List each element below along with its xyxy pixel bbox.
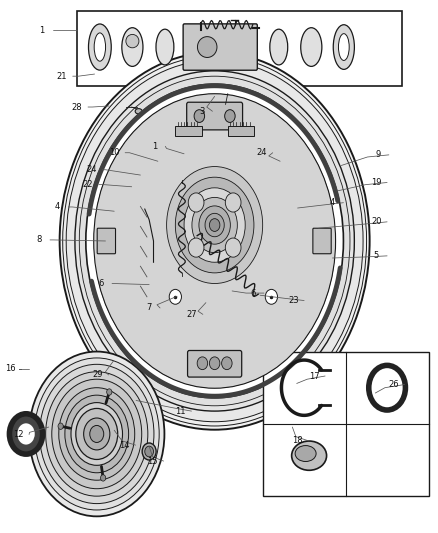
Text: 11: 11 — [175, 407, 186, 416]
Circle shape — [94, 94, 336, 388]
Circle shape — [369, 366, 406, 410]
Text: 3: 3 — [199, 107, 204, 116]
Ellipse shape — [126, 35, 139, 48]
Circle shape — [100, 475, 106, 481]
Circle shape — [29, 352, 164, 516]
Text: 20: 20 — [371, 217, 381, 227]
Ellipse shape — [88, 24, 111, 70]
Circle shape — [169, 289, 181, 304]
Circle shape — [145, 446, 153, 457]
Bar — [175, 126, 201, 136]
Circle shape — [58, 423, 63, 430]
Circle shape — [225, 193, 241, 212]
FancyBboxPatch shape — [187, 351, 242, 377]
Text: 29: 29 — [92, 370, 103, 379]
Circle shape — [188, 193, 204, 212]
Circle shape — [192, 197, 237, 253]
Text: 12: 12 — [13, 430, 23, 439]
Circle shape — [166, 166, 263, 284]
Ellipse shape — [94, 33, 106, 61]
Circle shape — [86, 84, 343, 398]
Text: 4: 4 — [55, 203, 60, 212]
Circle shape — [75, 71, 354, 411]
Ellipse shape — [333, 25, 354, 69]
Circle shape — [39, 365, 154, 504]
Circle shape — [84, 418, 110, 450]
Text: 22: 22 — [83, 180, 93, 189]
Circle shape — [59, 387, 135, 480]
Ellipse shape — [270, 29, 288, 65]
Circle shape — [225, 238, 241, 257]
Circle shape — [10, 414, 42, 454]
Circle shape — [60, 52, 370, 430]
Text: 15: 15 — [147, 457, 158, 465]
Ellipse shape — [301, 28, 322, 67]
Circle shape — [209, 357, 220, 369]
Text: 6: 6 — [99, 279, 104, 288]
Ellipse shape — [292, 441, 327, 470]
Text: 1: 1 — [152, 142, 157, 151]
Circle shape — [209, 219, 220, 231]
Circle shape — [63, 56, 367, 426]
Text: 1: 1 — [39, 26, 45, 35]
Circle shape — [71, 402, 123, 465]
Text: 24: 24 — [86, 165, 97, 174]
Circle shape — [188, 238, 204, 257]
Circle shape — [65, 395, 129, 473]
Text: 4: 4 — [330, 198, 335, 207]
Circle shape — [66, 60, 363, 422]
Text: 26: 26 — [389, 380, 399, 389]
Text: 23: 23 — [288, 296, 299, 305]
Text: 18: 18 — [292, 437, 303, 446]
Text: 16: 16 — [5, 364, 16, 373]
Text: 7: 7 — [146, 303, 152, 312]
Text: 8: 8 — [36, 236, 42, 245]
Ellipse shape — [198, 37, 217, 58]
Circle shape — [225, 110, 235, 123]
Circle shape — [194, 110, 205, 123]
Circle shape — [205, 213, 224, 237]
Circle shape — [17, 423, 35, 445]
Ellipse shape — [339, 34, 349, 60]
Circle shape — [46, 372, 148, 496]
Text: 9: 9 — [375, 150, 381, 159]
Circle shape — [265, 289, 278, 304]
Text: 10: 10 — [109, 148, 120, 157]
Text: 17: 17 — [309, 372, 319, 381]
Text: 24: 24 — [257, 148, 267, 157]
Circle shape — [34, 358, 159, 510]
FancyBboxPatch shape — [97, 228, 116, 254]
FancyBboxPatch shape — [187, 102, 243, 130]
Circle shape — [76, 408, 118, 459]
Circle shape — [79, 76, 350, 406]
Circle shape — [52, 379, 142, 489]
Text: 6: 6 — [251, 288, 256, 297]
Bar — [228, 126, 254, 136]
Bar — [263, 352, 428, 496]
Text: 14: 14 — [120, 441, 130, 450]
Circle shape — [107, 389, 112, 395]
Ellipse shape — [135, 109, 142, 114]
Text: 27: 27 — [187, 310, 197, 319]
Text: 19: 19 — [371, 178, 381, 187]
Ellipse shape — [122, 28, 143, 67]
Circle shape — [90, 425, 104, 442]
Text: 28: 28 — [72, 102, 82, 111]
Text: 21: 21 — [57, 71, 67, 80]
Ellipse shape — [295, 446, 316, 462]
Circle shape — [142, 443, 156, 460]
Bar — [77, 11, 403, 86]
Circle shape — [222, 357, 232, 369]
Text: 5: 5 — [374, 252, 379, 260]
Circle shape — [197, 357, 208, 369]
Circle shape — [175, 177, 254, 273]
FancyBboxPatch shape — [183, 24, 257, 70]
Circle shape — [199, 206, 230, 244]
Ellipse shape — [156, 29, 174, 65]
Circle shape — [184, 188, 245, 262]
FancyBboxPatch shape — [313, 228, 331, 254]
